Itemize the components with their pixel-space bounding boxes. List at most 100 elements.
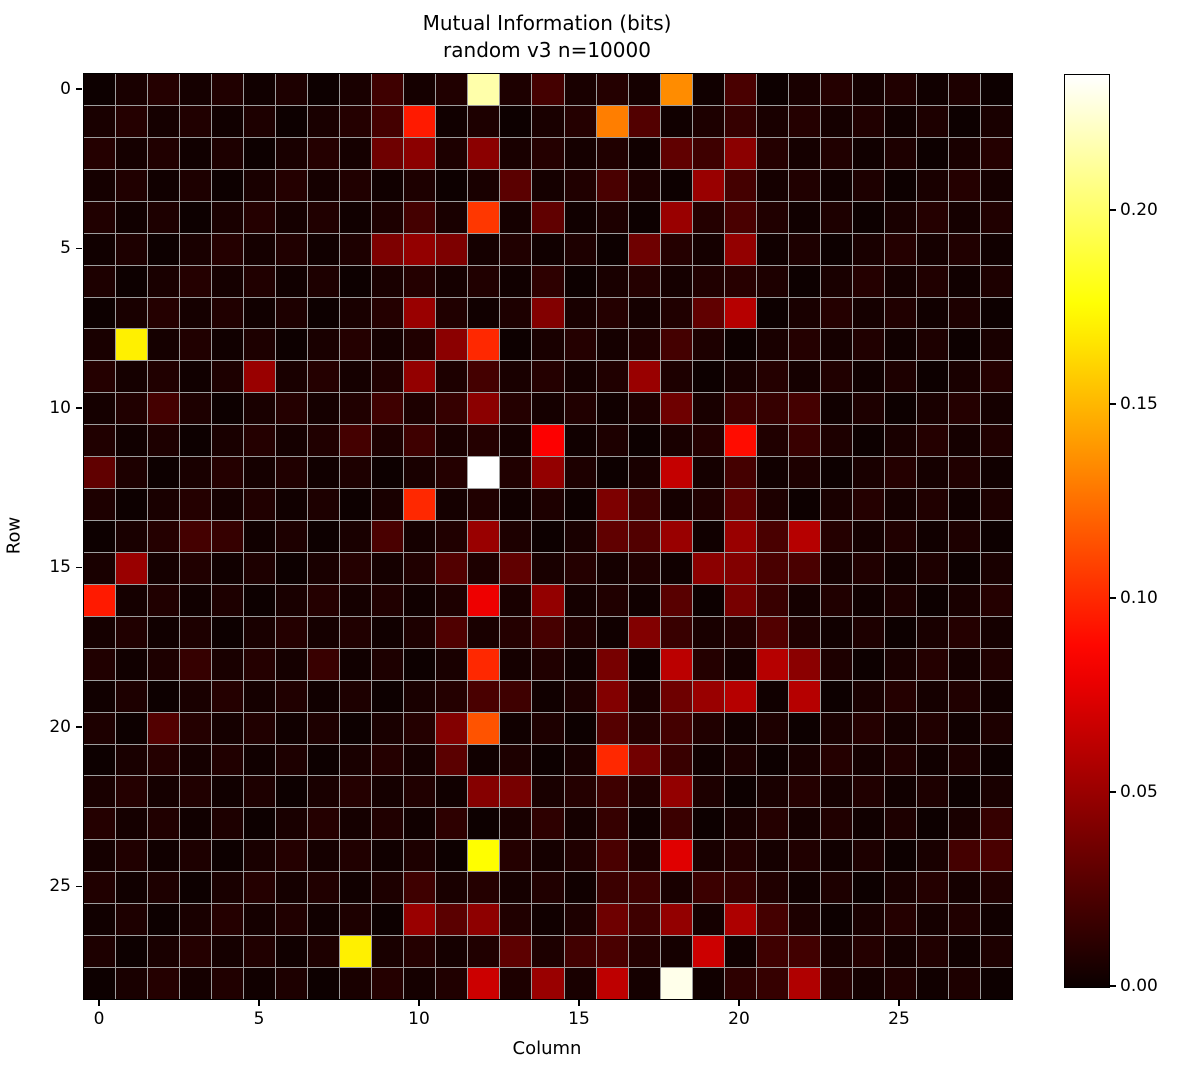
heatmap-cell <box>404 808 436 840</box>
heatmap-cell <box>916 233 948 265</box>
heatmap-cell <box>852 489 884 521</box>
heatmap-cell <box>820 393 852 425</box>
heatmap-cell <box>564 648 596 680</box>
heatmap-cell <box>436 712 468 744</box>
heatmap-cell <box>724 105 756 137</box>
heatmap-cell <box>756 968 788 999</box>
heatmap-cell <box>564 489 596 521</box>
heatmap-cell <box>532 616 564 648</box>
heatmap-cell <box>660 137 692 169</box>
heatmap-cell <box>756 872 788 904</box>
heatmap-cell <box>916 489 948 521</box>
heatmap-cell <box>276 936 308 968</box>
heatmap-cell <box>948 169 980 201</box>
heatmap-cell <box>244 265 276 297</box>
heatmap-cell <box>340 712 372 744</box>
heatmap-cell <box>340 361 372 393</box>
heatmap-cell <box>404 872 436 904</box>
heatmap-cell <box>692 968 724 999</box>
heatmap-cell <box>244 457 276 489</box>
heatmap-cell <box>948 776 980 808</box>
heatmap-cell <box>468 329 500 361</box>
heatmap-cell <box>660 169 692 201</box>
heatmap-cell <box>404 776 436 808</box>
heatmap-cell <box>660 297 692 329</box>
heatmap-cell <box>148 744 180 776</box>
heatmap-cell <box>532 936 564 968</box>
heatmap-cell <box>660 552 692 584</box>
heatmap-cell <box>820 74 852 105</box>
heatmap-cell <box>340 393 372 425</box>
heatmap-cell <box>852 808 884 840</box>
heatmap-cell <box>884 808 916 840</box>
heatmap-cell <box>276 489 308 521</box>
heatmap-cell <box>948 297 980 329</box>
heatmap-cell <box>820 680 852 712</box>
heatmap-cell <box>820 489 852 521</box>
heatmap-cell <box>596 936 628 968</box>
heatmap-cell <box>980 744 1012 776</box>
heatmap-cell <box>180 584 212 616</box>
x-tick-label: 15 <box>568 1009 590 1029</box>
heatmap-cell <box>948 616 980 648</box>
heatmap-cell <box>372 968 404 999</box>
heatmap-cell <box>628 521 660 552</box>
heatmap-cell <box>628 904 660 936</box>
heatmap-cell <box>852 840 884 872</box>
heatmap-cell <box>564 936 596 968</box>
heatmap-cell <box>596 201 628 233</box>
x-tick-mark <box>578 999 580 1006</box>
heatmap-cell <box>820 584 852 616</box>
heatmap-cell <box>372 680 404 712</box>
heatmap-cell <box>372 648 404 680</box>
heatmap-cell <box>948 361 980 393</box>
heatmap-cell <box>628 74 660 105</box>
heatmap-cell <box>820 521 852 552</box>
heatmap-cell <box>564 425 596 457</box>
heatmap-cell <box>148 425 180 457</box>
heatmap-cell <box>468 808 500 840</box>
heatmap-cell <box>372 169 404 201</box>
heatmap-cell <box>532 329 564 361</box>
heatmap-cell <box>628 744 660 776</box>
heatmap-cell <box>948 808 980 840</box>
heatmap-cell <box>596 872 628 904</box>
heatmap-cell <box>852 265 884 297</box>
heatmap-cell <box>756 297 788 329</box>
heatmap-cell <box>660 329 692 361</box>
heatmap-cell <box>372 808 404 840</box>
heatmap-cell <box>372 233 404 265</box>
heatmap-cell <box>980 616 1012 648</box>
heatmap-cell <box>692 744 724 776</box>
heatmap-cell <box>628 552 660 584</box>
heatmap-cell <box>532 521 564 552</box>
heatmap-cell <box>820 297 852 329</box>
heatmap-cell <box>468 393 500 425</box>
heatmap-cell <box>532 712 564 744</box>
heatmap-cell <box>404 744 436 776</box>
heatmap-cell <box>340 425 372 457</box>
heatmap-cell <box>788 169 820 201</box>
heatmap-cell <box>436 648 468 680</box>
heatmap-cell <box>916 680 948 712</box>
heatmap-cell <box>500 776 532 808</box>
heatmap-cell <box>980 137 1012 169</box>
heatmap-cell <box>884 169 916 201</box>
colorbar-tick-mark <box>1109 403 1116 405</box>
heatmap-cell <box>468 489 500 521</box>
heatmap-cell <box>244 521 276 552</box>
heatmap-cell <box>148 233 180 265</box>
heatmap-cell <box>596 680 628 712</box>
heatmap-cell <box>404 552 436 584</box>
heatmap-cell <box>148 137 180 169</box>
heatmap-cell <box>84 489 116 521</box>
heatmap-cell <box>788 297 820 329</box>
heatmap-cell <box>756 265 788 297</box>
colorbar-tick-label: 0.05 <box>1120 781 1158 802</box>
heatmap-cell <box>116 648 148 680</box>
heatmap-cell <box>468 616 500 648</box>
heatmap-cell <box>84 744 116 776</box>
heatmap-cell <box>180 712 212 744</box>
heatmap-cell <box>212 648 244 680</box>
heatmap-cell <box>116 584 148 616</box>
